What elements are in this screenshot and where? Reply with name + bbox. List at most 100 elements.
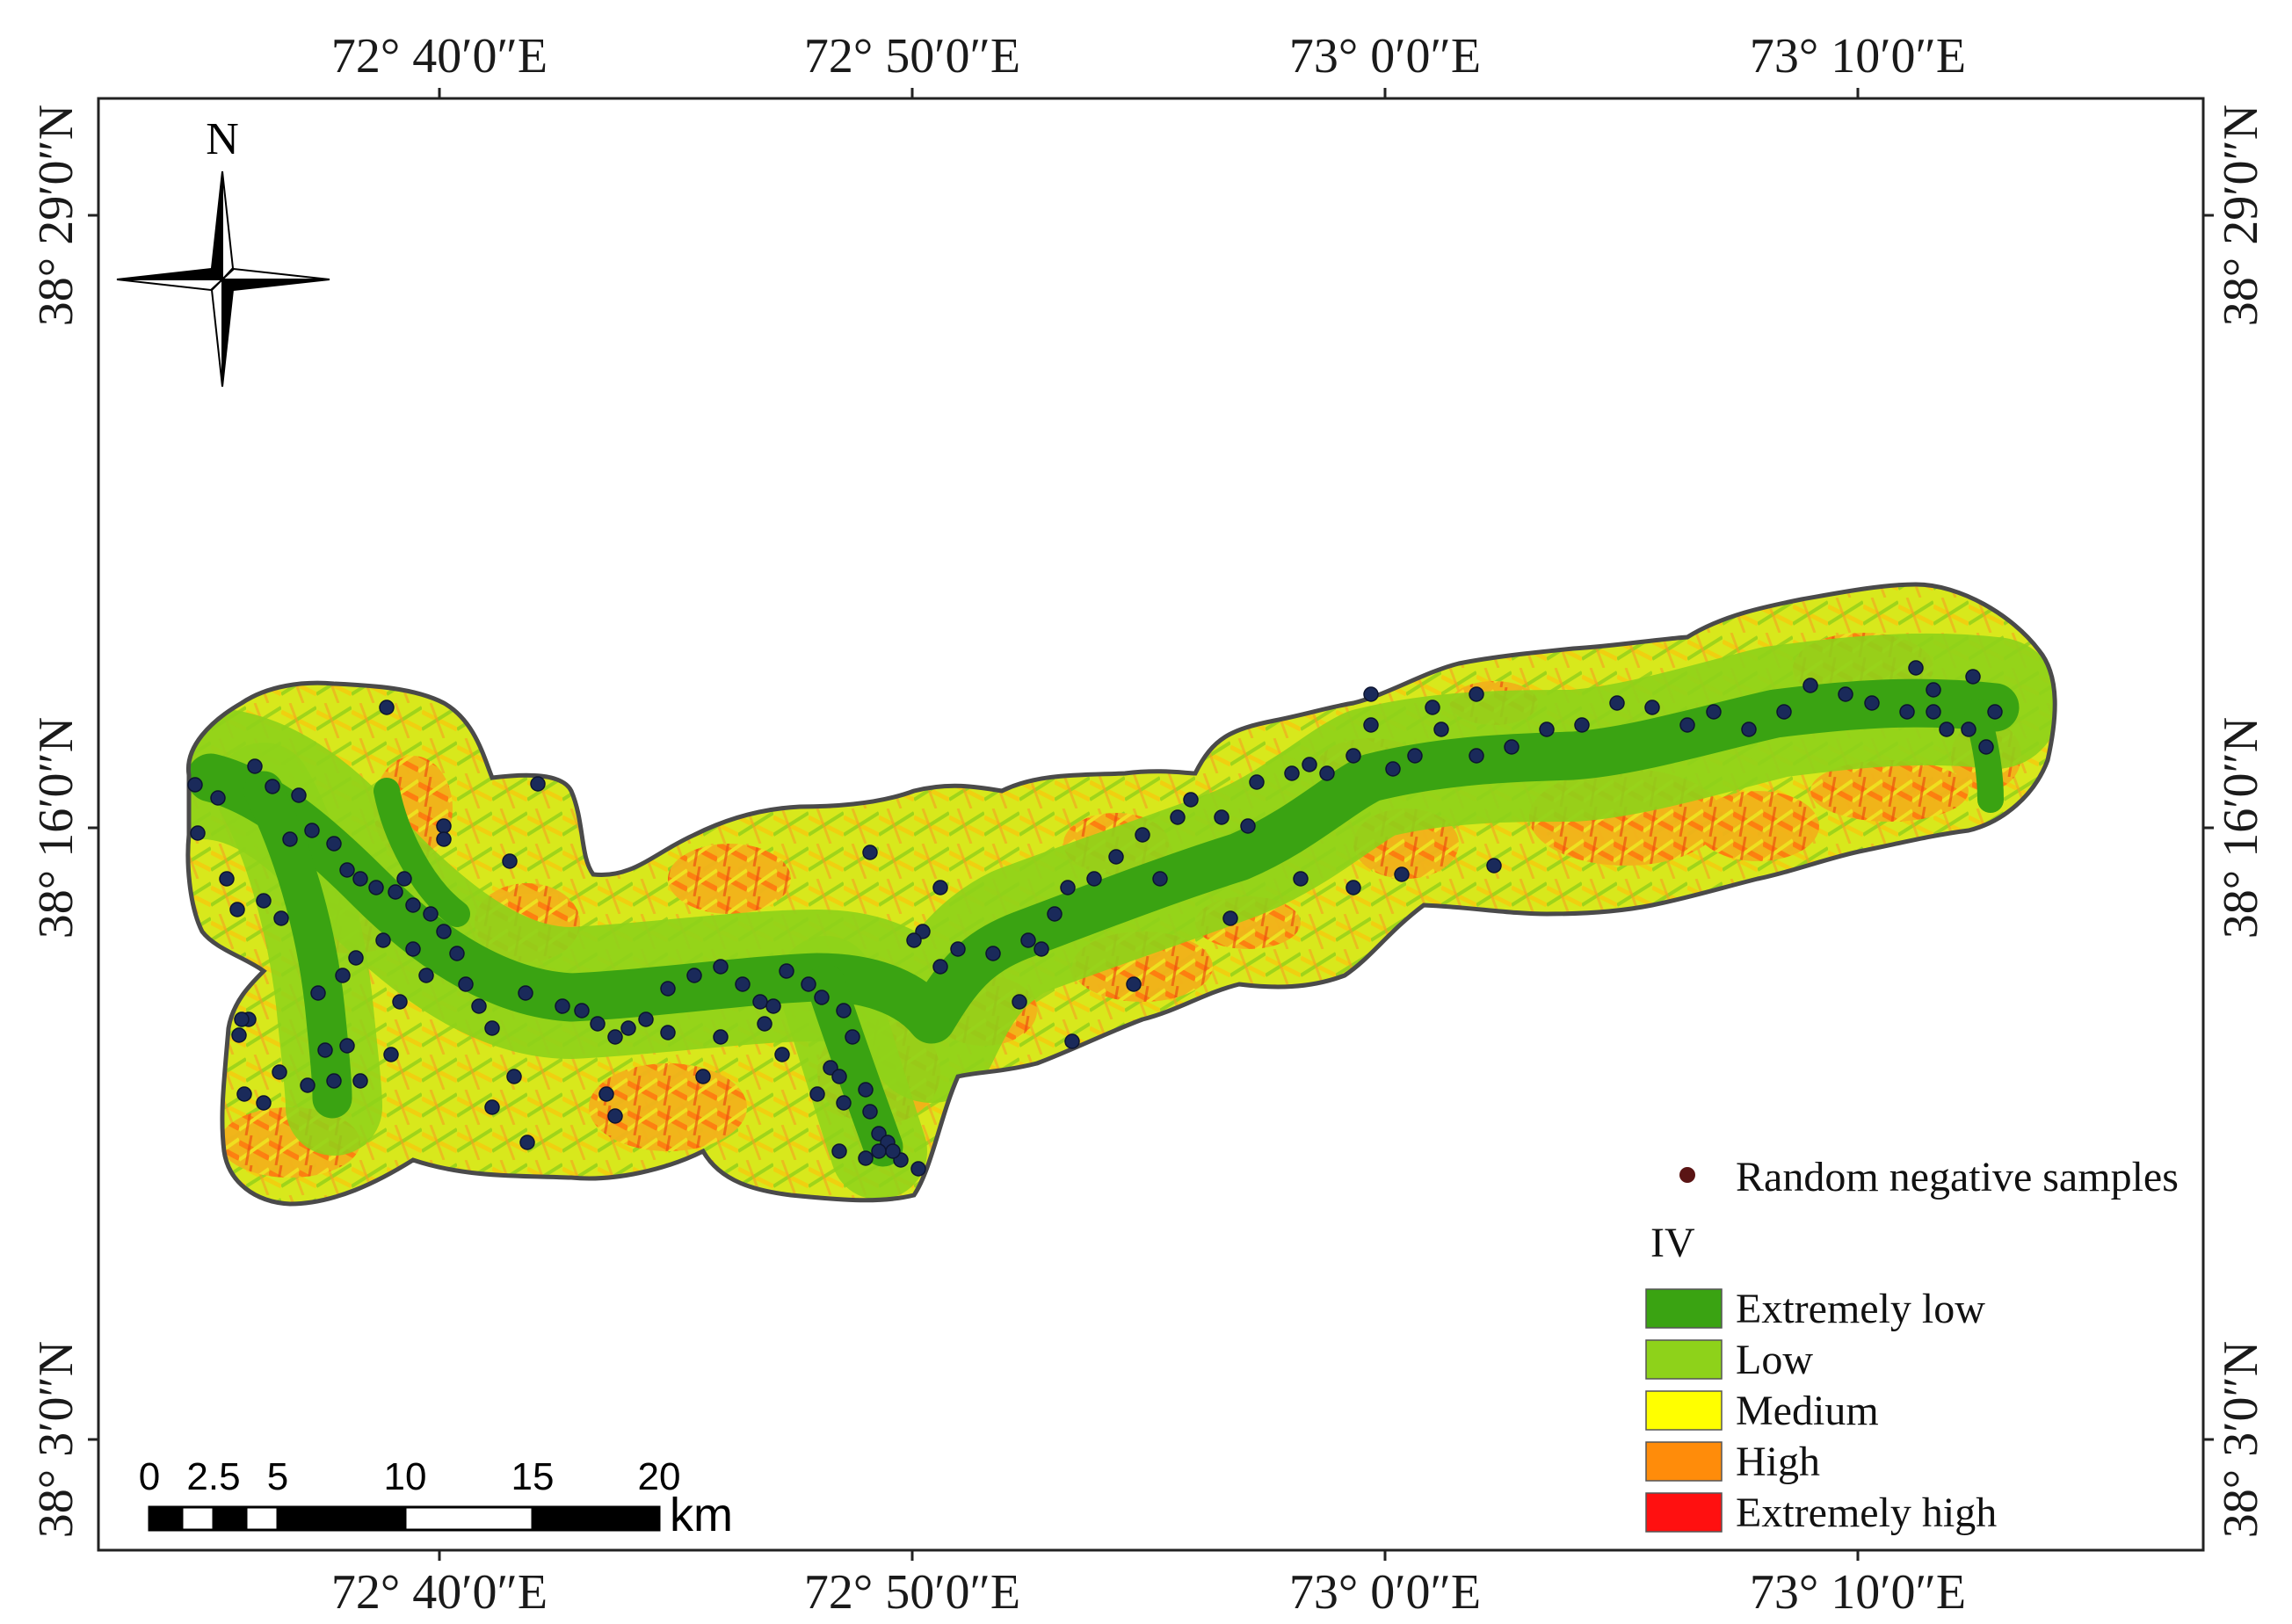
longitude-label: 73° 10′0″E — [1750, 1565, 1966, 1620]
sample-point — [304, 823, 320, 838]
sample-point — [1776, 704, 1792, 720]
sample-point — [1293, 871, 1309, 887]
legend-class-label: Low — [1736, 1337, 1813, 1383]
sample-point — [1363, 686, 1379, 702]
sample-point — [1020, 932, 1036, 948]
sample-point — [247, 758, 263, 774]
sample-point — [1679, 717, 1695, 733]
sample-point — [1345, 880, 1361, 895]
sample-point — [229, 902, 245, 917]
sample-point — [335, 968, 351, 983]
sample-point — [1135, 827, 1150, 843]
sample-point — [607, 1029, 623, 1045]
sample-point — [1064, 1033, 1080, 1049]
sample-point — [272, 1064, 287, 1080]
legend-swatch-extremely-high — [1645, 1492, 1723, 1533]
legend-class-label: High — [1736, 1439, 1820, 1485]
sample-point — [436, 924, 452, 939]
bottom-longitude-labels: 72° 40′0″E 72° 50′0″E 73° 0′0″E 73° 10′0… — [331, 1565, 1966, 1620]
random-negative-sample-points — [187, 660, 2003, 1177]
sample-point — [506, 1069, 522, 1084]
sample-point — [1222, 910, 1238, 926]
sample-point — [1864, 695, 1880, 711]
sample-point — [752, 994, 768, 1010]
sample-point — [1319, 765, 1335, 781]
sample-point — [256, 893, 272, 909]
sample-point — [1926, 704, 1941, 720]
sample-point — [1170, 809, 1186, 825]
legend-class-label: Extremely low — [1736, 1286, 1985, 1332]
sample-point — [375, 932, 391, 948]
sample-point — [774, 1047, 790, 1062]
sample-point — [518, 985, 533, 1001]
sample-point — [1345, 748, 1361, 764]
sample-point — [436, 831, 452, 847]
longitude-label: 73° 0′0″E — [1289, 1565, 1481, 1620]
scale-tick-label: 15 — [511, 1455, 555, 1498]
sample-point — [836, 1095, 852, 1111]
longitude-label: 73° 10′0″E — [1750, 29, 1966, 83]
sample-point — [339, 1038, 355, 1054]
sample-point — [910, 1161, 926, 1177]
latitude-label: 38° 3′0″N — [29, 1341, 83, 1538]
sample-point — [234, 1011, 250, 1027]
sample-point — [310, 985, 326, 1001]
scale-tick-label: 10 — [384, 1455, 427, 1498]
right-latitude-labels: 38° 29′0″N 38° 16′0″N 38° 3′0″N — [2214, 105, 2268, 1538]
sample-point — [779, 963, 794, 979]
top-longitude-labels: 72° 40′0″E 72° 50′0″E 73° 0′0″E 73° 10′0… — [331, 29, 1966, 83]
sample-point — [1504, 739, 1520, 755]
sample-point — [1908, 660, 1924, 676]
sample-point — [379, 700, 395, 715]
longitude-label: 73° 0′0″E — [1289, 29, 1481, 83]
sample-point — [765, 998, 781, 1014]
sample-point — [383, 1047, 399, 1062]
sample-point — [1363, 717, 1379, 733]
sample-point — [273, 910, 289, 926]
sample-point — [471, 998, 487, 1014]
legend-class-label: Medium — [1736, 1388, 1879, 1434]
longitude-label: 72° 40′0″E — [331, 29, 548, 83]
compass-rose-icon — [116, 170, 330, 388]
north-arrow: N — [116, 114, 330, 388]
latitude-label: 38° 29′0″N — [2214, 105, 2268, 326]
sample-point — [1899, 704, 1915, 720]
sample-point — [187, 777, 203, 793]
sample-point — [219, 871, 235, 887]
scale-bar-segments — [148, 1505, 661, 1532]
longitude-label: 72° 50′0″E — [804, 29, 1020, 83]
sample-point — [190, 825, 206, 841]
sample-point — [985, 946, 1001, 961]
latitude-label: 38° 16′0″N — [2214, 717, 2268, 939]
sample-point — [598, 1086, 614, 1102]
legend-class-title: IV — [1650, 1220, 1695, 1266]
sample-point — [862, 845, 878, 860]
sample-point — [449, 946, 465, 961]
sample-point — [1394, 866, 1410, 882]
sample-point — [1961, 721, 1976, 737]
sample-point — [1152, 871, 1168, 887]
sample-point — [352, 1073, 368, 1089]
sample-point — [231, 1027, 247, 1043]
sample-point — [590, 1016, 606, 1032]
legend-point-label: Random negative samples — [1736, 1154, 2179, 1200]
sample-point — [256, 1095, 272, 1111]
sample-point — [932, 880, 948, 895]
scale-tick-label: 2.5 — [186, 1455, 240, 1498]
sample-point — [530, 776, 546, 792]
left-latitude-labels: 38° 29′0″N 38° 16′0″N 38° 3′0″N — [29, 105, 83, 1538]
sample-point — [932, 959, 948, 975]
sample-point — [236, 1086, 252, 1102]
sample-point — [1126, 976, 1142, 992]
sample-point — [436, 818, 452, 834]
latitude-label: 38° 16′0″N — [29, 717, 83, 939]
sample-point — [885, 1143, 901, 1159]
sample-point — [1183, 792, 1199, 808]
sample-point — [713, 959, 729, 975]
legend-swatch-high — [1645, 1441, 1723, 1482]
sample-point — [1926, 682, 1941, 698]
sample-point — [1425, 700, 1440, 715]
legend-class-label: Extremely high — [1736, 1490, 1997, 1536]
sample-point — [858, 1082, 874, 1098]
